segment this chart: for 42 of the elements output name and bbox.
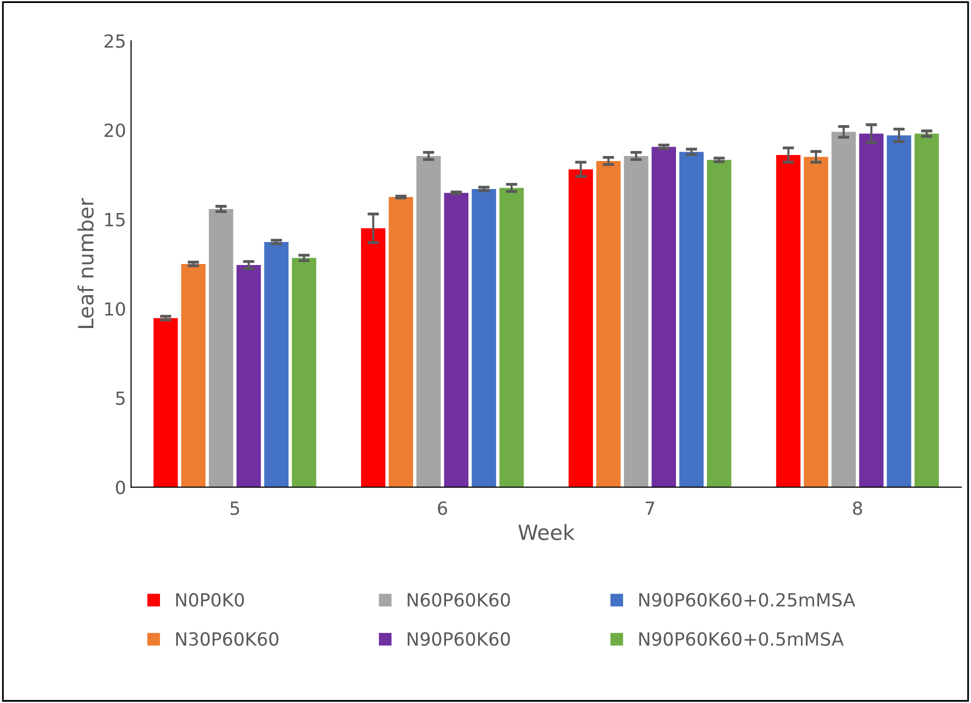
x-axis-title: Week [518, 524, 575, 540]
y-axis-title: Leaf number [78, 198, 94, 328]
bar [208, 208, 234, 488]
bar [624, 156, 648, 488]
bar [444, 192, 468, 488]
x-tick-label: 8 [852, 501, 862, 516]
legend-label: N90P60K60+0.25mMSA [639, 593, 856, 607]
bar [568, 169, 593, 488]
bar [472, 188, 496, 488]
y-tick-label: 5 [116, 392, 125, 406]
bar [236, 265, 261, 488]
x-tick-label: 5 [230, 502, 240, 516]
bar [914, 134, 939, 488]
bar [652, 146, 676, 488]
bar [264, 242, 289, 488]
bar [886, 135, 912, 488]
bar [679, 152, 704, 488]
legend-label: N60P60K60 [408, 593, 510, 607]
bar [706, 160, 732, 488]
bar [181, 264, 206, 488]
x-tick-label: 6 [438, 501, 448, 516]
y-tick-label: 25 [104, 34, 125, 48]
y-tick-label: 20 [104, 124, 126, 138]
bar [596, 160, 621, 488]
bar [832, 132, 856, 488]
bar [361, 228, 386, 488]
bar [804, 156, 828, 488]
legend-label: N30P60K60 [176, 632, 278, 646]
y-tick-label: 15 [105, 213, 125, 226]
legend-label: N90P60K60+0.5mMSA [639, 632, 844, 646]
bar [499, 188, 524, 488]
bar [776, 155, 801, 488]
bar [154, 318, 178, 488]
bar [859, 134, 884, 488]
x-tick-label: 7 [646, 502, 654, 515]
bar [388, 197, 414, 488]
bar [416, 156, 441, 488]
legend-label: N90P60K60 [408, 632, 510, 646]
y-tick-label: 10 [105, 302, 126, 316]
legend-label: N0P0K0 [176, 593, 244, 607]
y-tick-label: 0 [116, 480, 126, 494]
bar [292, 258, 316, 488]
